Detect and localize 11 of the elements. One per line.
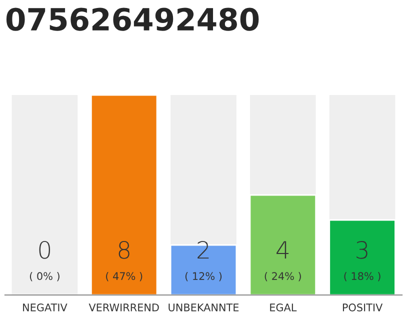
data-label: 0 ( 0% ) (30, 240, 60, 282)
data-label: 8 ( 47% ) (106, 240, 142, 282)
x-tick-label: VERWIRREND (88, 304, 159, 312)
data-label: 3 ( 18% ) (344, 240, 380, 282)
data-label: 2 ( 12% ) (185, 240, 222, 282)
x-tick-label: NEGATIV (23, 304, 68, 312)
x-tick-label: EGAL (270, 304, 297, 312)
x-tick-label: UNBEKANNTE (168, 304, 239, 312)
x-tick-label: POSITIV (342, 304, 383, 312)
chart-title: 075626492480 (6, 8, 259, 31)
data-label: 4 ( 24% ) (264, 241, 301, 282)
